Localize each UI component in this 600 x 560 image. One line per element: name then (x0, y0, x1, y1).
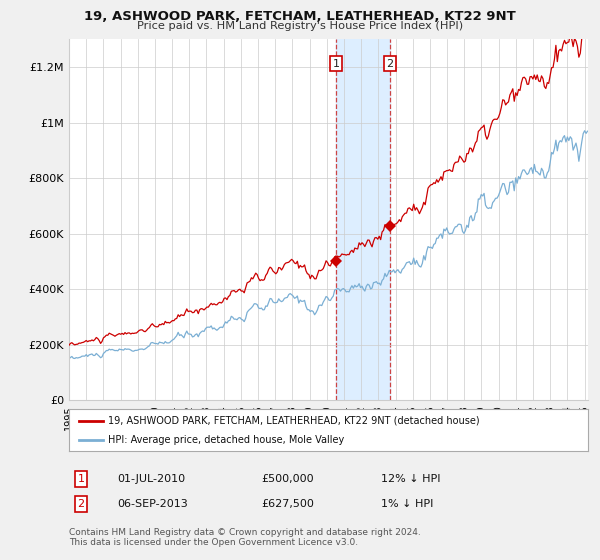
Text: £500,000: £500,000 (261, 474, 314, 484)
Bar (336, 39, 390, 400)
Text: 2: 2 (77, 499, 85, 509)
Text: £627,500: £627,500 (261, 499, 314, 509)
Text: 1: 1 (332, 59, 340, 69)
Text: 06-SEP-2013: 06-SEP-2013 (117, 499, 188, 509)
Text: Price paid vs. HM Land Registry's House Price Index (HPI): Price paid vs. HM Land Registry's House … (137, 21, 463, 31)
Text: 19, ASHWOOD PARK, FETCHAM, LEATHERHEAD, KT22 9NT (detached house): 19, ASHWOOD PARK, FETCHAM, LEATHERHEAD, … (108, 416, 479, 426)
Text: 01-JUL-2010: 01-JUL-2010 (117, 474, 185, 484)
Text: 1: 1 (77, 474, 85, 484)
Text: 12% ↓ HPI: 12% ↓ HPI (381, 474, 440, 484)
Text: 19, ASHWOOD PARK, FETCHAM, LEATHERHEAD, KT22 9NT: 19, ASHWOOD PARK, FETCHAM, LEATHERHEAD, … (84, 10, 516, 23)
Text: 2: 2 (386, 59, 394, 69)
Text: HPI: Average price, detached house, Mole Valley: HPI: Average price, detached house, Mole… (108, 435, 344, 445)
Text: Contains HM Land Registry data © Crown copyright and database right 2024.
This d: Contains HM Land Registry data © Crown c… (69, 528, 421, 547)
Text: 1% ↓ HPI: 1% ↓ HPI (381, 499, 433, 509)
